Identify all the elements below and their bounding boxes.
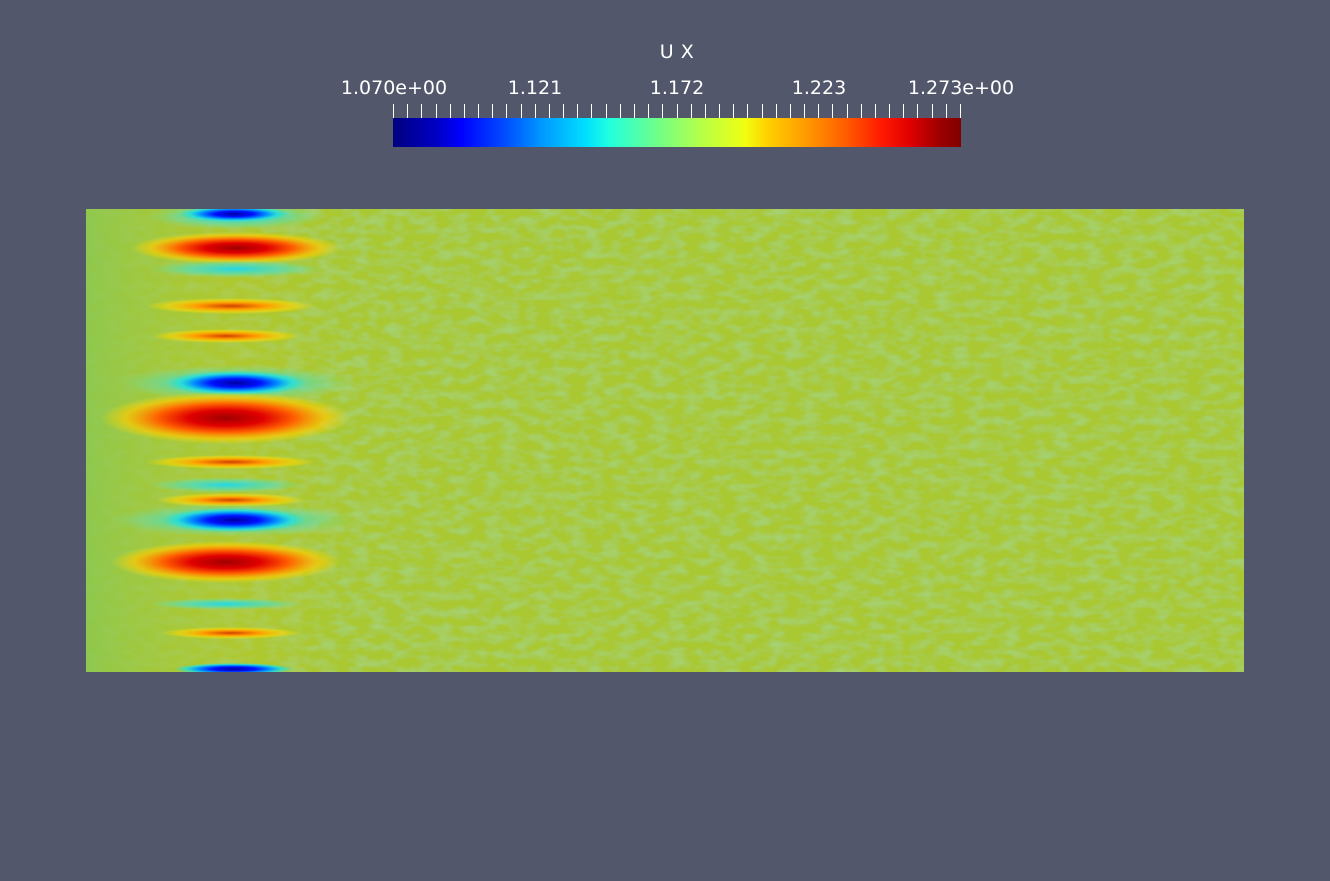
band-cyan-6 (146, 598, 306, 610)
band-orange-3 (146, 455, 316, 469)
band-orange-4 (156, 493, 306, 507)
band-blue-3 (162, 508, 306, 532)
colorbar (393, 118, 961, 147)
velocity-field-plot[interactable] (86, 209, 1244, 672)
band-orange-1 (146, 298, 316, 314)
band-blue-1 (179, 209, 289, 222)
band-red-1 (131, 232, 341, 264)
colorbar-title: U X (659, 41, 695, 63)
band-orange-2 (151, 329, 301, 343)
band-red-2 (101, 392, 351, 444)
colorbar-label-min: 1.070e+00 (340, 77, 448, 99)
band-cyan-2 (146, 260, 326, 278)
band-red-3 (111, 541, 341, 583)
band-orange-5 (161, 627, 301, 639)
band-cyan-4 (146, 477, 306, 493)
colorbar-label-2: 1.121 (507, 77, 563, 99)
band-blue-2 (166, 371, 306, 395)
colorbar-label-3: 1.172 (649, 77, 705, 99)
colorbar-label-4: 1.223 (791, 77, 847, 99)
colorbar-label-max: 1.273e+00 (907, 77, 1015, 99)
band-blue-4 (174, 663, 294, 672)
